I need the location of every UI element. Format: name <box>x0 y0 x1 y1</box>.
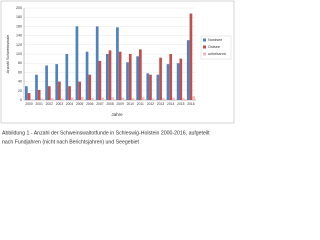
y-tick-label: 140 <box>16 34 22 38</box>
bar <box>136 56 140 100</box>
bar <box>45 65 48 100</box>
legend-frame <box>200 35 232 60</box>
y-tick-label: 20 <box>18 89 22 93</box>
x-tick-label: 2003 <box>56 102 64 106</box>
y-tick-label: 0 <box>20 98 22 102</box>
x-tick-label: 2004 <box>66 102 74 106</box>
bar <box>116 27 119 100</box>
bar <box>161 98 165 100</box>
x-tick-label: 2015 <box>177 102 185 106</box>
bar <box>118 51 122 100</box>
legend-label: Nordsee <box>208 38 222 42</box>
bar <box>25 86 28 100</box>
legend-label: Ostsee <box>208 45 220 49</box>
x-tick-label: 2012 <box>147 102 155 106</box>
bar <box>35 74 38 100</box>
bar <box>27 93 31 100</box>
bar <box>98 60 102 100</box>
bar <box>182 98 185 100</box>
x-tick-label: 2006 <box>86 102 94 106</box>
bar <box>91 98 94 100</box>
bar <box>169 54 173 100</box>
bar <box>47 86 51 100</box>
bar <box>159 57 162 100</box>
x-tick-label: 2005 <box>76 102 84 106</box>
chart: Anzahl Schweinswale Jahre Abbildung 1 - … <box>0 0 235 145</box>
y-axis-label: Anzahl Schweinswale <box>5 34 10 73</box>
bar <box>60 98 64 100</box>
caption-line: nach Fundjahren (nicht nach Berichtsjahr… <box>2 139 140 145</box>
y-tick-label: 60 <box>18 70 22 74</box>
bar <box>189 13 193 100</box>
bar <box>68 86 71 100</box>
bar <box>172 97 175 100</box>
x-tick-label: 2013 <box>157 102 165 106</box>
x-tick-label: 2009 <box>116 102 124 106</box>
bar <box>85 51 89 100</box>
bar <box>111 97 115 100</box>
bar <box>131 98 135 100</box>
x-tick-label: 2002 <box>46 102 54 106</box>
bar <box>88 74 92 100</box>
bar <box>128 54 132 100</box>
bar <box>30 99 34 100</box>
y-tick-label: 200 <box>16 6 22 10</box>
x-tick-label: 2001 <box>36 102 44 106</box>
y-tick-label: 180 <box>16 15 22 19</box>
bar <box>126 62 129 100</box>
bar <box>55 64 59 100</box>
bar <box>151 98 155 100</box>
y-tick-label: 160 <box>16 24 22 28</box>
x-tick-label: 2011 <box>137 102 144 106</box>
y-tick-label: 120 <box>16 43 22 47</box>
bar <box>50 98 54 100</box>
x-tick-label: 2008 <box>106 102 114 106</box>
bar <box>186 40 190 100</box>
bar <box>95 26 99 100</box>
bar <box>78 81 81 100</box>
bar <box>146 73 150 100</box>
x-tick-label: 2007 <box>96 102 104 106</box>
legend-swatch <box>203 38 206 42</box>
bar <box>139 49 142 100</box>
legend-label: unbekannt <box>208 52 227 56</box>
x-tick-label: 2000 <box>25 102 33 106</box>
x-tick-label: 2014 <box>167 102 175 106</box>
bar <box>156 74 160 100</box>
bar <box>166 64 170 100</box>
bar <box>58 81 61 100</box>
legend-swatch <box>203 45 206 49</box>
bar <box>37 89 41 100</box>
y-tick-label: 40 <box>18 80 22 84</box>
x-tick-label: 2016 <box>187 102 195 106</box>
bar <box>105 54 109 100</box>
bar <box>149 74 152 100</box>
bar <box>80 97 84 100</box>
page: Anzahl Schweinswale Jahre Abbildung 1 - … <box>0 0 235 146</box>
y-tick-label: 100 <box>16 52 22 56</box>
bar <box>75 26 79 100</box>
bar <box>108 50 112 100</box>
caption-line: Abbildung 1 - Anzahl der Schweinswaltotf… <box>2 130 210 136</box>
bar <box>40 98 44 100</box>
bar <box>65 54 69 100</box>
x-tick-label: 2010 <box>127 102 135 106</box>
legend-swatch <box>203 52 206 56</box>
bar <box>179 58 183 100</box>
y-tick-label: 80 <box>18 61 22 65</box>
bar <box>101 97 104 100</box>
bar <box>192 96 195 100</box>
x-axis-label: Jahre <box>111 112 123 117</box>
bar <box>141 97 145 100</box>
bar <box>121 97 125 100</box>
bar <box>70 97 74 100</box>
bar <box>176 63 180 100</box>
